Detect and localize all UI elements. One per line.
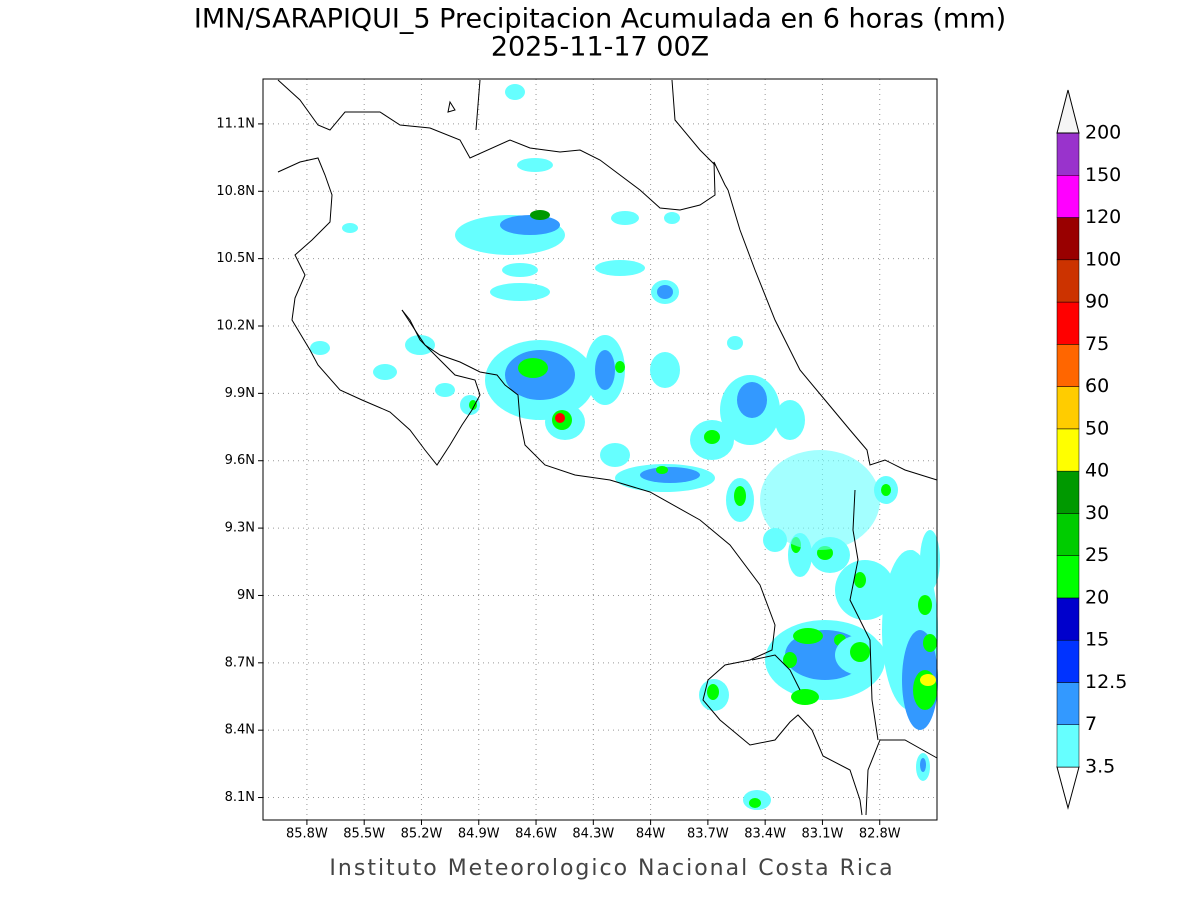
colorbar-label: 15: [1085, 629, 1109, 651]
x-tick-label: 85.5W: [343, 827, 385, 842]
x-tick-label: 84.3W: [572, 827, 614, 842]
colorbar-label: 25: [1085, 544, 1109, 566]
y-tick-label: 9.6N: [225, 453, 255, 468]
colorbar-label: 12.5: [1085, 671, 1127, 693]
colorbar-label: 75: [1085, 333, 1109, 355]
colorbar-box: [1056, 639, 1080, 683]
y-tick-label: 9N: [237, 588, 255, 603]
coastlines: [277, 79, 938, 816]
x-tick-label: 85.2W: [401, 827, 443, 842]
colorbar-label: 50: [1085, 417, 1109, 439]
colorbar-label: 3.5: [1085, 756, 1115, 778]
precipitation: [310, 84, 940, 810]
grid: [263, 79, 937, 820]
x-tick-label: 83.7W: [687, 827, 729, 842]
colorbar-label: 40: [1085, 460, 1109, 482]
y-tick-label: 9.9N: [225, 386, 255, 401]
colorbar-arrow-low: [1056, 766, 1080, 810]
y-tick-label: 9.3N: [225, 521, 255, 536]
x-tick-label: 84W: [636, 827, 666, 842]
colorbar-arrow-high: [1056, 89, 1080, 134]
x-tick-label: 85.8W: [286, 827, 328, 842]
colorbar-box: [1056, 301, 1080, 345]
y-tick-label: 10.5N: [216, 251, 255, 266]
colorbar-label: 120: [1085, 206, 1121, 228]
y-tick-label: 8.4N: [225, 723, 255, 738]
map-frame: [262, 78, 938, 821]
colorbar-box: [1056, 513, 1080, 556]
x-tick-label: 83.1W: [802, 827, 844, 842]
colorbar-label: 200: [1085, 122, 1121, 144]
colorbar-box: [1056, 259, 1080, 303]
x-tick-label: 84.6W: [515, 827, 557, 842]
colorbar-label: 30: [1085, 502, 1109, 524]
colorbar-box: [1056, 132, 1080, 176]
colorbar-label: 150: [1085, 164, 1121, 186]
colorbar-box: [1056, 175, 1080, 218]
colorbar-box: [1056, 682, 1080, 725]
colorbar-box: [1056, 555, 1080, 599]
footer: Instituto Meteorologico Nacional Costa R…: [329, 856, 894, 881]
colorbar-label: 100: [1085, 248, 1121, 270]
title: IMN/SARAPIQUI_5 Precipitacion Acumulada …: [194, 4, 1006, 35]
y-tick-label: 10.2N: [216, 319, 255, 334]
colorbar-box: [1056, 428, 1080, 472]
colorbar-box: [1056, 217, 1080, 261]
colorbar-box: [1056, 470, 1080, 514]
subtitle: 2025-11-17 00Z: [491, 32, 709, 63]
y-tick-label: 8.7N: [225, 655, 255, 670]
y-tick-label: 8.1N: [225, 790, 255, 805]
colorbar-box: [1056, 344, 1080, 387]
colorbar: 3.5 7 12.5 15 20 25 30 40 50 60 75 90 100 120 150 200: [1056, 89, 1127, 810]
colorbar-label: 60: [1085, 375, 1109, 397]
colorbar-box: [1056, 386, 1080, 430]
colorbar-label: 7: [1085, 713, 1097, 735]
colorbar-box: [1056, 724, 1080, 768]
x-tick-label: 82.8W: [859, 827, 901, 842]
colorbar-box: [1056, 597, 1080, 641]
colorbar-label: 90: [1085, 291, 1109, 313]
x-tick-label: 84.9W: [458, 827, 500, 842]
colorbar-label: 20: [1085, 586, 1109, 608]
y-tick-label: 11.1N: [216, 116, 255, 131]
y-tick-label: 10.8N: [216, 184, 255, 199]
x-tick-label: 83.4W: [744, 827, 786, 842]
axis-ticks: 85.8W 85.5W 85.2W 84.9W 84.6W 84.3W 84W 83.7W 83…: [216, 116, 900, 841]
